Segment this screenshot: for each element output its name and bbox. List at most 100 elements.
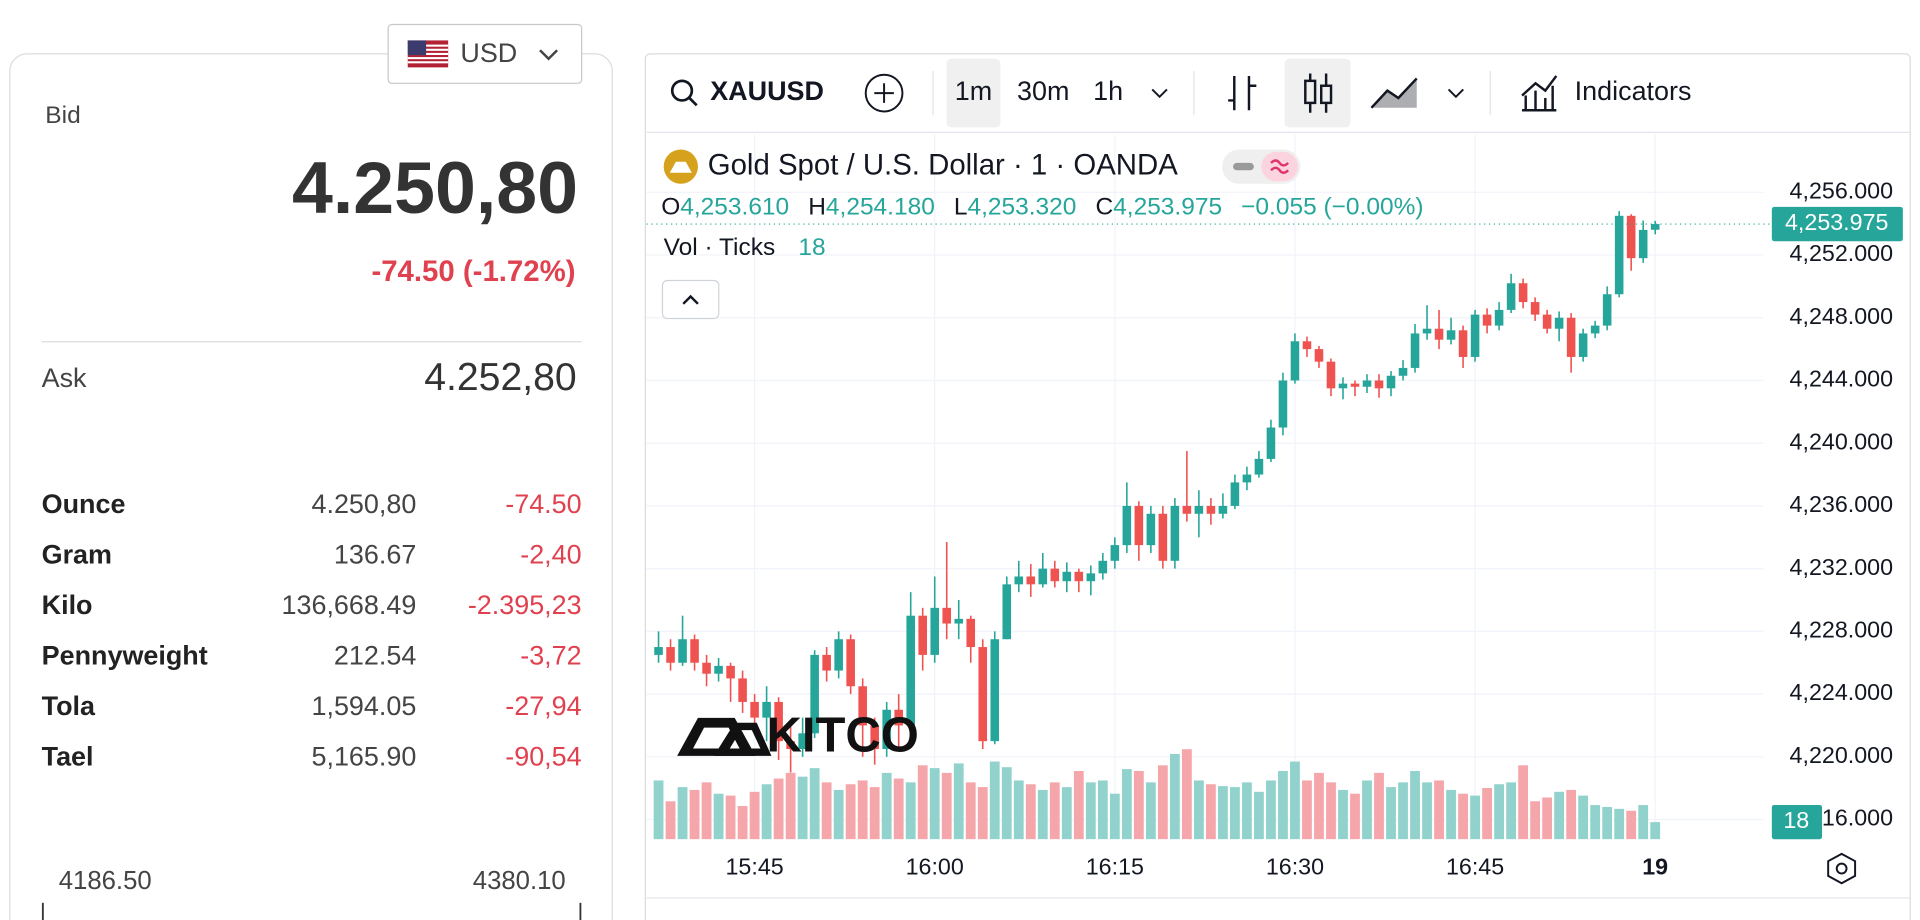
x-tick-label: 15:45: [725, 854, 783, 880]
candle-body: [1182, 505, 1192, 514]
interval-active[interactable]: [946, 58, 1001, 128]
candle-body: [1074, 571, 1084, 582]
volume-bar: [833, 789, 844, 840]
candle-body: [1602, 294, 1612, 326]
volume-bar: [737, 806, 748, 840]
ask-label: Ask: [42, 363, 87, 393]
volume-bar: [1206, 784, 1216, 840]
candle-body: [1146, 513, 1156, 546]
volume-bar: [1073, 770, 1084, 840]
candle-style-active[interactable]: [1284, 58, 1351, 128]
volume-bar: [1013, 780, 1024, 840]
volume-badge: [1771, 804, 1823, 840]
range-high: 4380.10: [473, 867, 566, 895]
volume-bar: [1638, 805, 1649, 840]
volume-bar: [929, 768, 940, 840]
collapse-button[interactable]: [661, 279, 720, 320]
volume-bar: [1121, 769, 1132, 840]
legend-value: 4,253.320: [968, 194, 1077, 221]
volume-bar: [1061, 787, 1072, 840]
legend-value: 4,254.180: [826, 194, 935, 221]
candle-body: [1122, 505, 1132, 546]
candle-body: [654, 647, 663, 655]
unit-name: Gram: [42, 540, 112, 570]
unit-name: Pennyweight: [42, 640, 208, 670]
plot-area: 15:45 16:00 16:15 16:30 16:45 19 KITCO 4,256.00…: [646, 134, 1903, 880]
symbol[interactable]: XAUUSD: [710, 76, 824, 106]
volume-bar: [1169, 753, 1180, 840]
candle-body: [1110, 545, 1120, 561]
symbol-search[interactable]: XAUUSD: [670, 76, 824, 107]
legend-key: H: [808, 194, 826, 221]
area-style-icon[interactable]: [1370, 77, 1418, 109]
volume-bar: [1037, 789, 1048, 840]
bid-price: 4.250,80: [292, 146, 578, 229]
unit-price: 212.54: [334, 640, 416, 670]
watermark: KITCO: [677, 709, 919, 763]
price-card: [9, 53, 613, 920]
interval[interactable]: 1m: [955, 76, 992, 106]
legend-key: L: [954, 194, 968, 221]
currency-label[interactable]: USD: [460, 38, 517, 68]
candle-body: [1470, 314, 1480, 357]
chevron[interactable]: [1447, 88, 1464, 99]
volume-bar: [1049, 782, 1060, 840]
candle-body: [1518, 283, 1528, 303]
candle-body: [834, 639, 843, 671]
status-icon: [1261, 151, 1298, 182]
candle-body: [846, 639, 855, 687]
candle-body: [1434, 328, 1444, 340]
candle-body: [1002, 584, 1012, 640]
candle-body: [738, 678, 747, 702]
candle-body: [1494, 309, 1504, 326]
candle-body: [810, 654, 819, 734]
volume-bar: [965, 782, 976, 840]
chevron[interactable]: [1151, 88, 1168, 99]
volume-bar: [1602, 806, 1613, 840]
volume-bar: [1482, 788, 1492, 840]
volume-bar: [881, 772, 892, 840]
bid-label: Bid: [45, 102, 80, 129]
unit-change: -74.50: [505, 489, 581, 519]
range-low: 4186.50: [59, 867, 152, 895]
candle-body: [1254, 458, 1264, 475]
interval[interactable]: 30m: [1017, 76, 1069, 106]
candle-body: [930, 607, 940, 655]
volume-bar: [1145, 782, 1156, 840]
compare-button[interactable]: [864, 73, 904, 113]
last-price-label: 4,253.975: [1785, 209, 1888, 235]
candle-body: [1302, 341, 1312, 350]
volume-bar: [1290, 761, 1300, 840]
candle-body: [774, 701, 783, 742]
candle-body: [1458, 330, 1468, 357]
settings-icon[interactable]: [1827, 852, 1857, 885]
search-icon: [670, 79, 694, 102]
volume-bar: [1374, 772, 1384, 840]
y-tick-label: 4,256.000: [1790, 177, 1894, 203]
unit-change: -3,72: [520, 640, 581, 670]
unit-price: 136,668.49: [282, 590, 417, 620]
volume-bar: [773, 778, 784, 840]
volume-bar: [857, 780, 868, 840]
candle-body: [1554, 317, 1564, 329]
candle-body: [1290, 341, 1300, 381]
volume-bar: [1302, 780, 1312, 840]
x-tick-label: 16:30: [1266, 854, 1324, 880]
dropdown-box[interactable]: [387, 23, 583, 84]
unit-name: Kilo: [42, 590, 93, 620]
candle-icon: [1304, 79, 1317, 105]
candle-icon: [1320, 84, 1333, 105]
volume-bar: [1157, 765, 1168, 840]
currency-dropdown[interactable]: USD: [387, 23, 583, 84]
candle-body: [1194, 505, 1204, 514]
us-flag: [407, 40, 449, 68]
interval[interactable]: 1h: [1093, 76, 1123, 106]
volume-bar: [917, 765, 928, 840]
candle-body: [1218, 505, 1228, 514]
indicators-button[interactable]: Indicators: [1521, 75, 1692, 112]
indicators-label[interactable]: Indicators: [1575, 76, 1692, 106]
settings-icon: [1835, 862, 1848, 875]
y-tick-label: 4,232.000: [1790, 554, 1894, 580]
bar-style-icon[interactable]: [1228, 75, 1257, 111]
candle-body: [942, 607, 952, 624]
